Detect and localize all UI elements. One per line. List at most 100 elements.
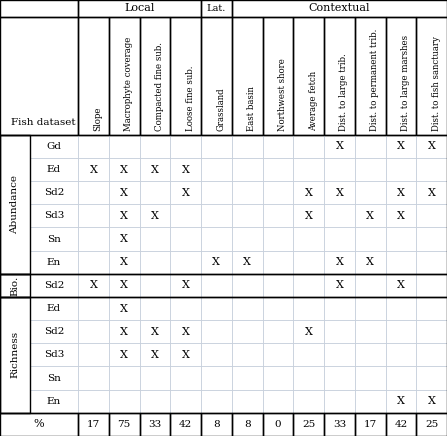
Text: En: En [47, 258, 61, 267]
Bar [0, 297, 30, 413]
Bar [355, 343, 385, 367]
Text: X: X [151, 211, 159, 221]
Text: Sn: Sn [47, 374, 61, 382]
Bar [262, 135, 293, 158]
Bar [324, 297, 355, 320]
Bar [262, 320, 293, 343]
Text: East basin: East basin [247, 86, 256, 131]
Bar [385, 343, 416, 367]
Bar [293, 228, 324, 251]
Bar [201, 158, 232, 181]
Bar [170, 204, 201, 228]
Bar [170, 17, 201, 135]
Text: X: X [243, 257, 251, 267]
Bar [201, 367, 232, 390]
Text: X: X [151, 327, 159, 337]
Text: Sd2: Sd2 [44, 327, 64, 336]
Bar [232, 135, 262, 158]
Bar [232, 228, 262, 251]
Bar [201, 135, 232, 158]
Bar [262, 204, 293, 228]
Text: X: X [120, 234, 128, 244]
Text: 17: 17 [87, 420, 100, 429]
Bar [416, 297, 447, 320]
Bar [30, 274, 78, 297]
Bar [109, 274, 139, 297]
Text: X: X [120, 164, 128, 174]
Bar [262, 367, 293, 390]
Text: Sd2: Sd2 [44, 188, 64, 197]
Bar [201, 320, 232, 343]
Text: En: En [47, 397, 61, 406]
Bar [385, 228, 416, 251]
Text: X: X [212, 257, 220, 267]
Bar [293, 343, 324, 367]
Bar [78, 17, 109, 135]
Text: X: X [89, 164, 97, 174]
Text: Local: Local [124, 3, 155, 14]
Bar [293, 320, 324, 343]
Bar [170, 135, 201, 158]
Text: X: X [397, 211, 405, 221]
Bar [109, 390, 139, 413]
Bar [232, 181, 262, 204]
Text: Grassland: Grassland [216, 87, 225, 131]
Text: 25: 25 [425, 420, 438, 429]
Text: Sd2: Sd2 [44, 281, 64, 290]
Bar [416, 367, 447, 390]
Bar [0, 274, 30, 297]
Bar [78, 367, 109, 390]
Text: Ed: Ed [47, 304, 61, 313]
Bar [262, 390, 293, 413]
Text: X: X [120, 211, 128, 221]
Text: Lat.: Lat. [207, 4, 226, 13]
Bar [385, 135, 416, 158]
Bar [201, 297, 232, 320]
Bar [170, 274, 201, 297]
Bar [293, 413, 324, 436]
Text: X: X [428, 396, 435, 406]
Bar [324, 367, 355, 390]
Bar [0, 0, 78, 17]
Bar [355, 135, 385, 158]
Bar [201, 0, 232, 17]
Bar [139, 135, 170, 158]
Bar [416, 320, 447, 343]
Bar [262, 158, 293, 181]
Bar [324, 135, 355, 158]
Bar [232, 413, 262, 436]
Bar [293, 204, 324, 228]
Bar [416, 204, 447, 228]
Bar [170, 228, 201, 251]
Bar [355, 181, 385, 204]
Text: X: X [397, 188, 405, 198]
Text: X: X [305, 327, 312, 337]
Bar [201, 17, 232, 135]
Text: Loose fine sub.: Loose fine sub. [186, 65, 194, 131]
Bar [201, 228, 232, 251]
Bar [201, 251, 232, 274]
Bar [109, 297, 139, 320]
Bar [355, 228, 385, 251]
Bar [201, 274, 232, 297]
Text: 33: 33 [333, 420, 346, 429]
Text: Contextual: Contextual [308, 3, 370, 14]
Bar [385, 158, 416, 181]
Bar [78, 413, 109, 436]
Bar [385, 251, 416, 274]
Text: X: X [397, 396, 405, 406]
Bar [416, 135, 447, 158]
Bar [262, 343, 293, 367]
Text: Dist. to large trib.: Dist. to large trib. [339, 53, 348, 131]
Bar [385, 367, 416, 390]
Text: X: X [335, 188, 343, 198]
Bar [385, 320, 416, 343]
Bar [78, 320, 109, 343]
Text: 75: 75 [118, 420, 131, 429]
Bar [30, 135, 78, 158]
Text: X: X [120, 327, 128, 337]
Bar [324, 17, 355, 135]
Bar [324, 320, 355, 343]
Bar [109, 204, 139, 228]
Bar [139, 228, 170, 251]
